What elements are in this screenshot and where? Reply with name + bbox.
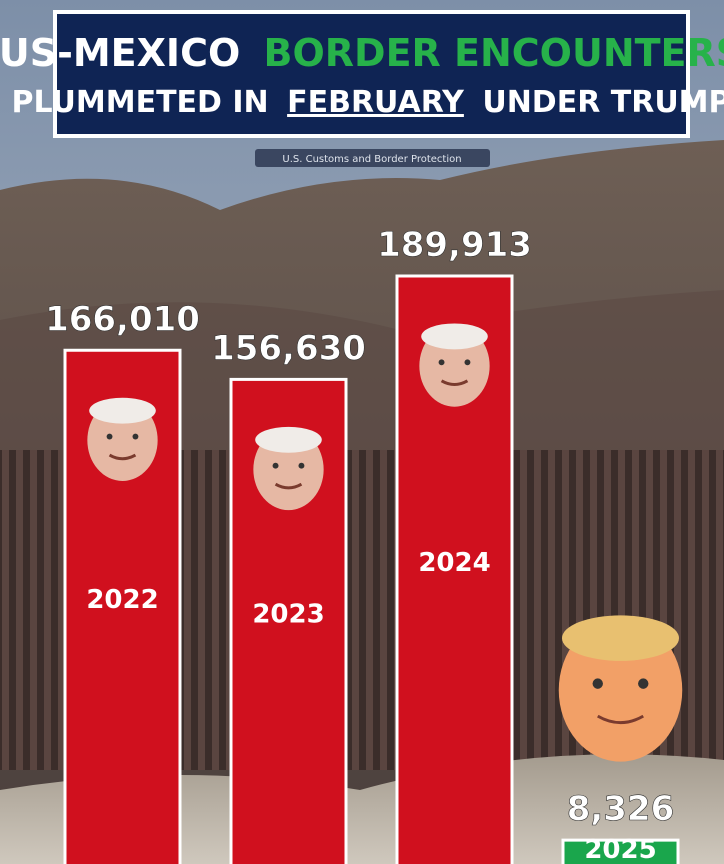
mouth xyxy=(108,453,137,461)
value-label: 189,913 xyxy=(377,225,532,265)
category-label: 2022 xyxy=(86,585,158,615)
hair xyxy=(89,397,156,424)
eye xyxy=(272,462,279,469)
chart-subtitle: PLUMMETED IN FEBRUARY UNDER TRUMP xyxy=(11,85,724,120)
eye xyxy=(298,462,305,469)
mouth xyxy=(597,714,644,725)
face-illustration xyxy=(419,323,490,407)
value-label: 8,326 xyxy=(567,789,675,829)
eye xyxy=(106,433,113,440)
title-part: BORDER ENCOUNTERS xyxy=(264,31,724,75)
chart-title: US-MEXICO BORDER ENCOUNTERS xyxy=(0,31,724,75)
hair xyxy=(562,615,679,661)
eye xyxy=(132,433,139,440)
category-label: 2023 xyxy=(252,600,324,630)
subtitle-part: UNDER TRUMP xyxy=(482,85,724,120)
face-illustration xyxy=(558,615,683,762)
source: U.S. Customs and Border Protection xyxy=(282,154,461,165)
category-label: 2025 xyxy=(584,835,656,864)
eye xyxy=(438,359,445,366)
subtitle-part: FEBRUARY xyxy=(287,85,465,120)
mouth xyxy=(440,379,469,386)
subtitle-part: PLUMMETED IN xyxy=(11,85,268,120)
title-box: US-MEXICO BORDER ENCOUNTERS PLUMMETED IN… xyxy=(0,10,724,138)
face-illustration xyxy=(253,426,324,511)
title-part: US-MEXICO xyxy=(0,31,240,75)
hair xyxy=(421,323,488,350)
bar xyxy=(561,838,680,864)
face-illustration xyxy=(87,397,158,481)
category-label: 2024 xyxy=(418,548,490,578)
value-label: 166,010 xyxy=(45,299,200,339)
mouth xyxy=(274,482,303,490)
hair xyxy=(255,426,322,453)
eye xyxy=(464,359,471,366)
eye xyxy=(592,678,603,689)
value-label: 156,630 xyxy=(211,328,366,368)
eye xyxy=(638,678,649,689)
source-box xyxy=(255,149,490,167)
